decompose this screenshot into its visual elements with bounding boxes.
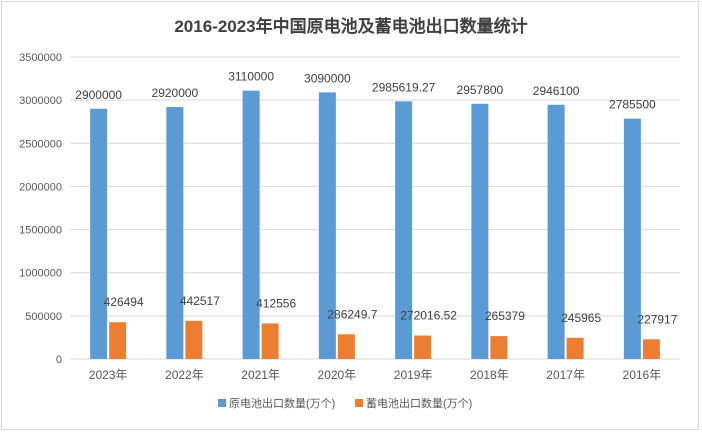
- legend-label: 原电池出口数量(万个): [229, 396, 335, 410]
- data-label: 426494: [104, 295, 144, 309]
- data-label: 2900000: [75, 88, 122, 102]
- chart-title: 2016-2023年中国原电池及蓄电池出口数量统计: [174, 16, 527, 36]
- y-tick-label: 3500000: [19, 52, 62, 64]
- x-tick-label: 2017年: [546, 368, 585, 382]
- y-tick-label: 500000: [25, 311, 62, 323]
- x-tick-label: 2016年: [623, 368, 662, 382]
- legend-label: 蓄电池出口数量(万个): [366, 396, 472, 410]
- legend-swatch: [355, 399, 363, 407]
- storage-battery-bar: [261, 323, 279, 359]
- data-label: 412556: [256, 296, 296, 310]
- x-tick-label: 2020年: [318, 368, 357, 382]
- y-tick-label: 1500000: [19, 225, 62, 237]
- y-tick-label: 3000000: [19, 95, 62, 107]
- data-label: 265379: [485, 309, 525, 323]
- storage-battery-bar: [566, 337, 584, 359]
- storage-battery-bar: [337, 334, 355, 359]
- data-label: 3110000: [228, 70, 274, 84]
- x-tick-label: 2022年: [165, 368, 204, 382]
- data-label: 245965: [561, 311, 601, 325]
- storage-battery-bar: [185, 320, 203, 359]
- data-label: 2957800: [457, 83, 504, 97]
- storage-battery-bar: [490, 336, 508, 359]
- data-label: 272016.52: [400, 309, 457, 323]
- x-tick-label: 2018年: [470, 368, 509, 382]
- data-label: 2985619.27: [372, 80, 436, 94]
- legend-swatch: [218, 399, 226, 407]
- storage-battery-bar: [414, 335, 432, 359]
- y-tick-label: 2500000: [19, 138, 62, 150]
- data-label: 3090000: [304, 71, 351, 85]
- data-label: 442517: [180, 294, 220, 308]
- x-tick-label: 2023年: [89, 368, 128, 382]
- primary-battery-bar: [90, 108, 108, 360]
- y-tick-label: 1000000: [19, 268, 62, 280]
- data-label: 227917: [637, 312, 677, 326]
- data-label: 2946100: [533, 84, 580, 98]
- storage-battery-bar: [642, 339, 660, 359]
- primary-battery-bar: [623, 118, 641, 359]
- primary-battery-bar: [318, 92, 336, 360]
- primary-battery-bar: [547, 104, 565, 359]
- primary-battery-bar: [471, 103, 489, 359]
- x-tick-label: 2019年: [394, 368, 433, 382]
- y-tick-label: 0: [56, 354, 62, 366]
- data-label: 286249.7: [327, 307, 377, 321]
- primary-battery-bar: [166, 107, 184, 359]
- x-tick-label: 2021年: [241, 368, 280, 382]
- data-label: 2920000: [152, 86, 199, 100]
- primary-battery-bar: [395, 101, 413, 360]
- storage-battery-bar: [109, 322, 127, 359]
- primary-battery-bar: [242, 90, 260, 359]
- data-label: 2785500: [609, 98, 656, 112]
- y-tick-label: 2000000: [19, 181, 62, 193]
